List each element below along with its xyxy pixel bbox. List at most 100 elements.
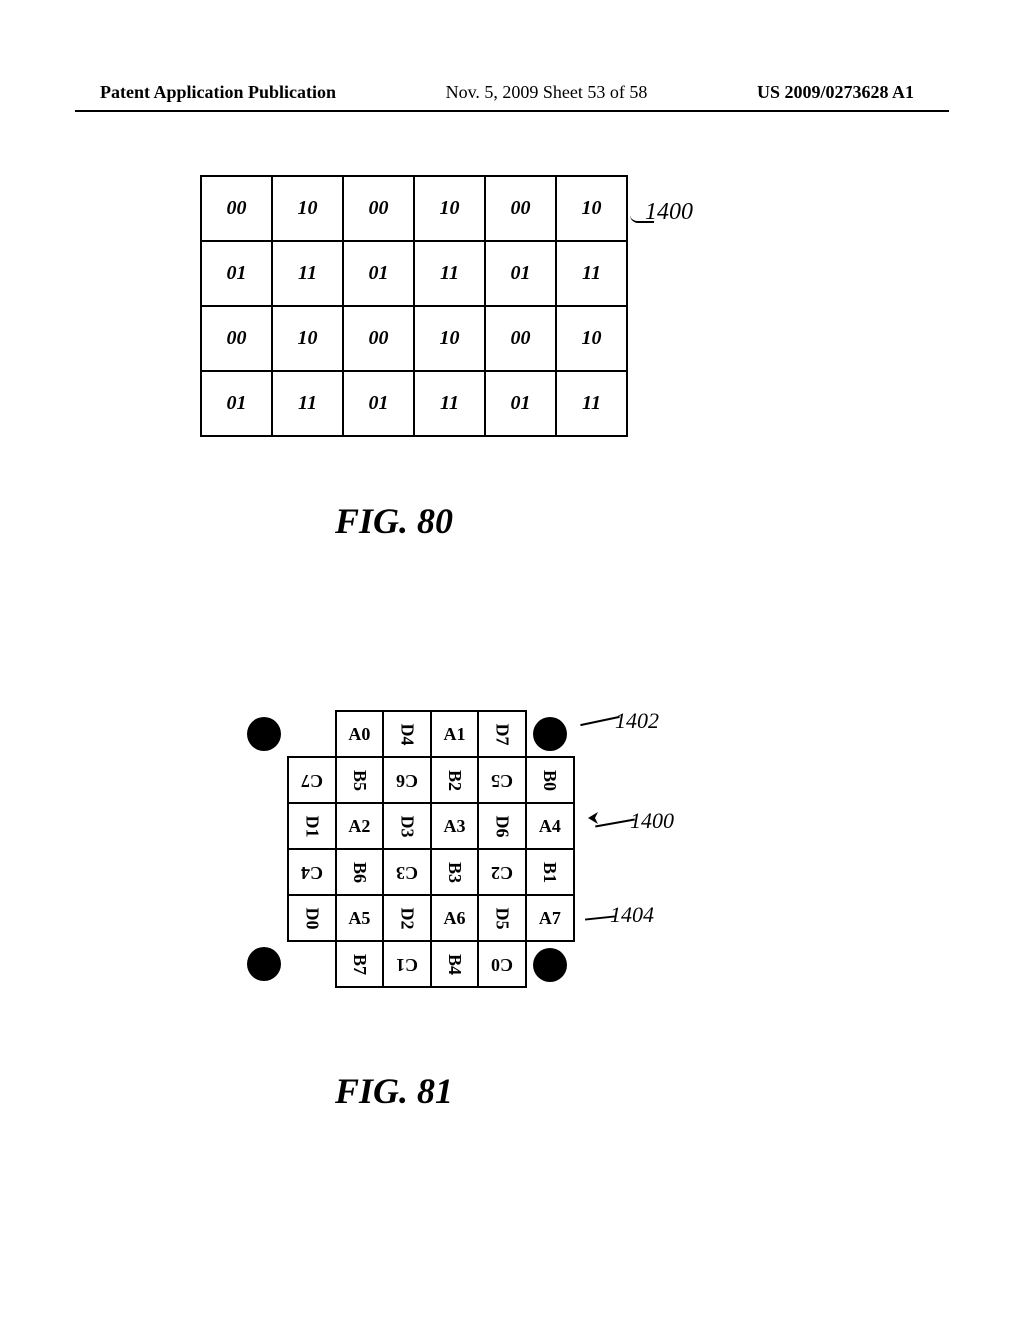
fig81-cell-text: B6	[349, 861, 370, 882]
target-dot	[240, 711, 288, 757]
fig81-cell-text: A7	[539, 908, 561, 928]
fig81-cell: B0	[526, 757, 574, 803]
fig80-cell: 01	[485, 371, 556, 436]
fig81-cell-text: B0	[539, 769, 560, 790]
fig81-cell-text: C7	[301, 770, 323, 791]
fig81-cell: B4	[431, 941, 479, 987]
fig81-cell: A3	[431, 803, 479, 849]
fig81-cell-text: C2	[491, 862, 513, 883]
fig81-cell-text: C1	[396, 954, 418, 975]
fig81-cell: D4	[383, 711, 431, 757]
fig81-cell-text: B5	[349, 769, 370, 790]
fig81-cell: D3	[383, 803, 431, 849]
fig81-cell: B6	[336, 849, 384, 895]
fig81-cell: A6	[431, 895, 479, 941]
fig81-cell-text: B2	[444, 769, 465, 790]
fig81-cell: A0	[336, 711, 384, 757]
fig81-cell: D7	[478, 711, 526, 757]
fig80-cell: 11	[556, 241, 627, 306]
fig81-cell: D6	[478, 803, 526, 849]
fig81-cell: D1	[288, 803, 336, 849]
fig81-cell: C1	[383, 941, 431, 987]
fig81-cell: C5	[478, 757, 526, 803]
fig81-cell: B7	[336, 941, 384, 987]
fig81-cell: A5	[336, 895, 384, 941]
fig81-cell-text: A3	[443, 816, 465, 836]
arrowhead-icon	[588, 812, 600, 824]
fig81-cell-text: B3	[444, 861, 465, 882]
fig80-cell: 00	[201, 306, 272, 371]
fig81-grid: A0 D4 A1 D7 C7 B5 C6 B2 C5 B0 D1 A2D3 A3 D6 A4 C4 B6 C3 B3…	[240, 710, 575, 990]
blank-cell	[240, 895, 288, 941]
fig81-cell: A7	[526, 895, 574, 941]
fig81-cell-text: B7	[349, 953, 370, 974]
table-row: A0 D4 A1 D7	[240, 711, 574, 757]
fig80-cell: 01	[343, 371, 414, 436]
table-row: 001000100010	[201, 306, 627, 371]
fig80-caption: FIG. 80	[335, 500, 453, 542]
fig81-cell: B2	[431, 757, 479, 803]
fig81-cell: C0	[478, 941, 526, 987]
fig81-table: A0 D4 A1 D7 C7 B5 C6 B2 C5 B0 D1 A2D3 A3 D6 A4 C4 B6 C3 B3…	[240, 710, 575, 988]
fig81-cell-text: A6	[443, 908, 465, 928]
fig80-cell: 00	[201, 176, 272, 241]
fig80-table: 0010001000100111011101110010001000100111…	[200, 175, 628, 437]
fig80-cell: 01	[343, 241, 414, 306]
fig81-cell-text: D7	[492, 723, 513, 745]
fig81-cell-text: C5	[491, 770, 513, 791]
fig81-cell: A4	[526, 803, 574, 849]
fig81-cell: C7	[288, 757, 336, 803]
fig81-cell: C2	[478, 849, 526, 895]
table-row: 001000100010	[201, 176, 627, 241]
fig80-cell: 10	[556, 176, 627, 241]
dot-icon	[533, 948, 567, 982]
fig81-cell: D5	[478, 895, 526, 941]
fig81-cell: D2	[383, 895, 431, 941]
blank-cell	[240, 849, 288, 895]
fig81-cell-text: C0	[491, 954, 513, 975]
fig81-cell: B3	[431, 849, 479, 895]
fig81-cell: D0	[288, 895, 336, 941]
page-header: Patent Application Publication Nov. 5, 2…	[0, 82, 1024, 103]
fig81-cell: B1	[526, 849, 574, 895]
blank-cell	[288, 941, 336, 987]
fig81-cell: C4	[288, 849, 336, 895]
fig81-cell-text: D2	[396, 907, 417, 929]
fig80-cell: 10	[556, 306, 627, 371]
fig80-cell: 00	[485, 176, 556, 241]
fig80-cell: 11	[556, 371, 627, 436]
fig81-ref-1400: 1400	[630, 808, 674, 834]
fig80-cell: 01	[201, 241, 272, 306]
table-row: C4 B6 C3 B3 C2 B1	[240, 849, 574, 895]
fig80-cell: 00	[343, 176, 414, 241]
fig81-cell-text: A0	[348, 724, 370, 744]
fig81-cell-text: A1	[443, 724, 465, 744]
fig80-cell: 10	[272, 306, 343, 371]
fig81-cell-text: D0	[301, 907, 322, 929]
fig81-ref-1402: 1402	[615, 708, 659, 734]
fig80-cell: 00	[485, 306, 556, 371]
fig81-cell: A1	[431, 711, 479, 757]
dot-icon	[247, 717, 281, 751]
fig81-leader-1402	[580, 716, 620, 726]
fig81-cell-text: A5	[348, 908, 370, 928]
target-dot	[526, 711, 574, 757]
fig81-ref-1404: 1404	[610, 902, 654, 928]
fig81-cell: C6	[383, 757, 431, 803]
fig81-caption: FIG. 81	[335, 1070, 453, 1112]
fig81-cell: B5	[336, 757, 384, 803]
header-publication: Patent Application Publication	[100, 82, 336, 103]
fig81-cell-text: C3	[396, 862, 418, 883]
fig81-cell-text: C4	[301, 862, 323, 883]
fig81-cell: A2	[336, 803, 384, 849]
fig80-cell: 11	[272, 241, 343, 306]
fig80-ref-1400: 1400	[645, 199, 693, 226]
fig81-cell-text: D1	[301, 815, 322, 837]
table-row: C7 B5 C6 B2 C5 B0	[240, 757, 574, 803]
table-row: D1 A2D3 A3 D6 A4	[240, 803, 574, 849]
fig81-cell-text: D6	[492, 815, 513, 837]
header-date-sheet: Nov. 5, 2009 Sheet 53 of 58	[446, 82, 648, 103]
fig81-cell-text: D4	[396, 723, 417, 745]
fig80-cell: 11	[272, 371, 343, 436]
blank-cell	[240, 803, 288, 849]
